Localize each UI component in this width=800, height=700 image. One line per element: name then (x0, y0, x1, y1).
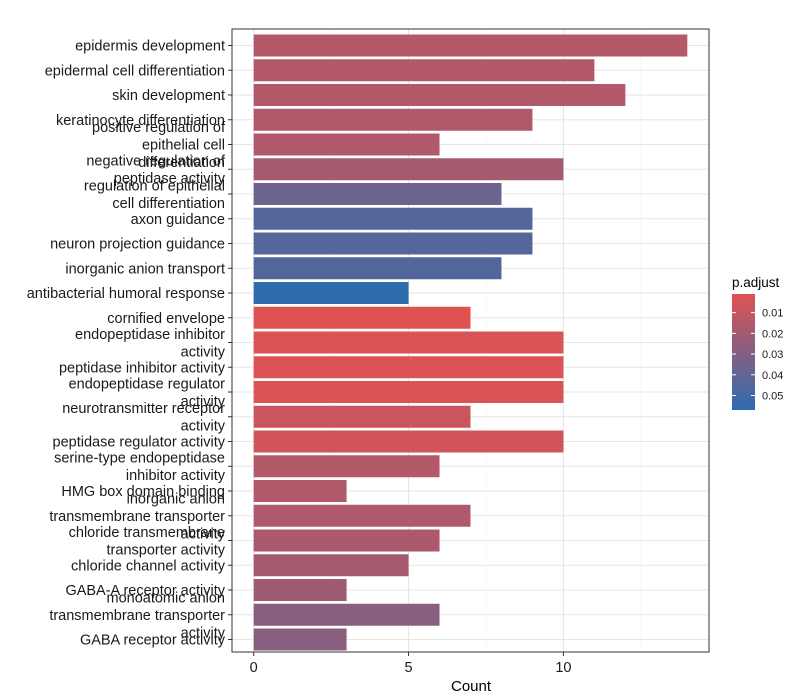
y-tick-label: monoatomic anion transmembrane transporte… (49, 590, 225, 641)
y-tick-label: cornified envelope (107, 311, 225, 327)
bar-10 (253, 257, 502, 280)
legend-tick-label: 0.02 (762, 328, 783, 340)
y-tick-label: HMG box domain binding (61, 484, 225, 500)
y-tick-label: chloride transmembrane transporter activi… (69, 525, 226, 559)
y-tick-label: neuron projection guidance (50, 237, 225, 253)
bar-9 (253, 232, 533, 255)
legend-colorbar (732, 294, 755, 410)
bar-2 (253, 59, 595, 82)
x-axis-label: Count (451, 678, 492, 695)
bar-17 (253, 430, 564, 453)
y-tick-label: keratinocyte differentiation (56, 113, 225, 129)
bar-12 (253, 306, 471, 329)
bar-1 (253, 34, 688, 57)
bar-16 (253, 405, 471, 428)
bar-23 (253, 579, 347, 601)
bar-24 (253, 603, 440, 626)
legend-tick-label: 0.01 (762, 308, 783, 320)
bar-20 (253, 504, 471, 527)
x-tick-label: 5 (405, 660, 413, 676)
bar-15 (253, 381, 564, 403)
y-tick-label: epidermal cell differentiation (45, 63, 225, 79)
bar-5 (253, 133, 440, 156)
bar-19 (253, 480, 347, 502)
y-tick-label: peptidase regulator activity (53, 435, 226, 451)
bar-21 (253, 529, 440, 552)
y-axis: epidermis development epidermal cell diff… (27, 39, 232, 649)
plot-border (231, 28, 710, 653)
y-tick-label: chloride channel activity (71, 558, 226, 574)
bar-11 (253, 282, 409, 304)
y-tick-label: axon guidance (131, 212, 225, 228)
bar-6 (253, 158, 564, 181)
y-tick-label: epidermis development (75, 39, 225, 55)
bars (253, 34, 688, 651)
legend: p.adjust 0.01 0.02 0.03 0.04 0.05 (732, 275, 783, 410)
y-tick-label: antibacterial humoral response (27, 286, 225, 302)
bar-18 (253, 455, 440, 478)
y-tick-label: positive regulation of epithelial cell dif… (92, 120, 226, 171)
legend-tick-label: 0.05 (762, 391, 783, 403)
legend-tick-label: 0.04 (762, 370, 783, 382)
y-tick-label: endopeptidase inhibitor activity (75, 327, 226, 361)
bar-22 (253, 554, 409, 577)
y-tick-label: skin development (112, 88, 225, 104)
legend-tick-label: 0.03 (762, 349, 783, 361)
y-tick-label: serine-type endopeptidase inhibitor activ… (54, 451, 226, 485)
bar-13 (253, 331, 564, 354)
y-tick-label: negative regulation of peptidase activity (86, 154, 226, 188)
bar-14 (253, 356, 564, 379)
bar-7 (253, 183, 502, 205)
y-tick-label: endopeptidase regulator activity (69, 376, 226, 410)
y-tick-label: peptidase inhibitor activity (59, 360, 226, 376)
y-tick-label: GABA receptor activity (80, 633, 226, 649)
bar-25 (253, 628, 347, 651)
legend-title: p.adjust (732, 275, 780, 290)
x-tick-label: 10 (555, 660, 571, 676)
x-tick-label: 0 (250, 660, 258, 676)
y-tick-label: neurotransmitter receptor activity (62, 401, 226, 435)
y-tick-label: regulation of epithelial cell differentia… (84, 178, 225, 212)
bar-8 (253, 207, 533, 230)
bar-4 (253, 108, 533, 131)
y-tick-label: inorganic anion transport (65, 261, 225, 277)
x-axis: 0 5 10 (250, 652, 571, 676)
y-tick-label: GABA-A receptor activity (65, 583, 225, 599)
bar-3 (253, 84, 626, 106)
y-tick-label: inorganic anion transmembrane transporter… (49, 491, 225, 542)
